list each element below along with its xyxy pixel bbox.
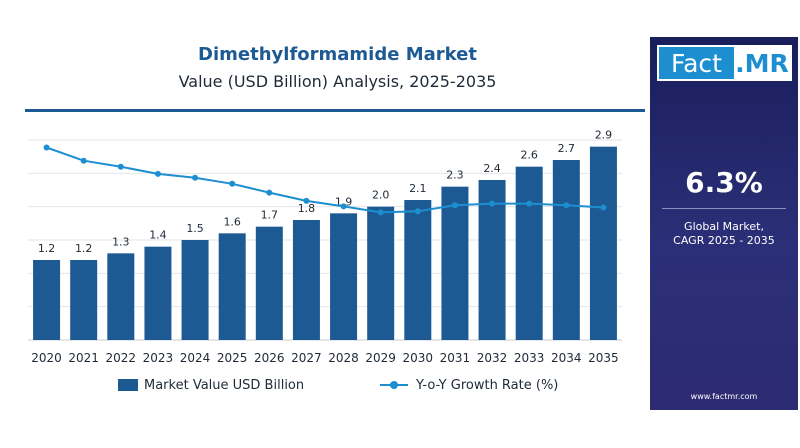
legend-label-market-value: Market Value USD Billion — [144, 377, 305, 393]
bar-value-label: 2.3 — [446, 169, 464, 182]
growth-rate-point — [340, 203, 347, 210]
growth-rate-point — [154, 170, 161, 177]
bar — [292, 220, 320, 340]
x-tick-label: 2029 — [365, 351, 396, 365]
x-tick-label: 2032 — [477, 351, 508, 365]
legend-label-growth-rate: Y-o-Y Growth Rate (%) — [416, 377, 559, 393]
bar — [107, 253, 135, 340]
bar-line-chart: 1.2 2020 1.2 2021 1.3 2022 1.4 2023 1.5 2024 1.6 20… — [28, 129, 622, 365]
cagr-label-line1: Global Market, — [684, 220, 764, 233]
legend-line-swatch — [380, 379, 408, 391]
logo-text-mr: .MR — [734, 47, 790, 79]
bar — [515, 166, 543, 340]
bar-value-label: 1.2 — [75, 242, 93, 255]
bar-value-label: 1.3 — [112, 235, 130, 248]
legend-item-growth-rate: Y-o-Y Growth Rate (%) — [380, 377, 558, 393]
bar-value-label: 1.8 — [298, 202, 316, 215]
x-tick-label: 2031 — [440, 351, 471, 365]
bar-value-label: 2.6 — [520, 149, 538, 162]
x-tick-label: 2024 — [180, 351, 211, 365]
bar-value-label: 1.2 — [38, 242, 56, 255]
bar — [441, 186, 469, 340]
x-tick-label: 2030 — [403, 351, 434, 365]
factmr-logo: Fact .MR — [657, 45, 792, 81]
bar — [552, 160, 580, 340]
bar — [218, 233, 246, 340]
bar — [70, 260, 98, 340]
bar — [181, 240, 209, 340]
website-link[interactable]: www.factmr.com — [690, 392, 758, 401]
x-tick-label: 2027 — [291, 351, 322, 365]
x-tick-label: 2035 — [588, 351, 619, 365]
chart-title: Dimethylformamide Market — [198, 44, 477, 65]
bar — [404, 200, 432, 340]
bar-value-label: 1.4 — [149, 229, 167, 242]
x-tick-label: 2020 — [31, 351, 62, 365]
bar — [255, 226, 283, 340]
bar — [33, 260, 61, 340]
cagr-label: Global Market, CAGR 2025 - 2035 — [650, 220, 798, 248]
x-tick-label: 2021 — [68, 351, 99, 365]
x-tick-label: 2034 — [551, 351, 582, 365]
growth-rate-point — [600, 204, 607, 211]
side-panel — [650, 37, 798, 410]
logo-text-fact: Fact — [659, 47, 734, 79]
x-tick-label: 2022 — [106, 351, 137, 365]
chart-subtitle: Value (USD Billion) Analysis, 2025-2035 — [178, 72, 497, 91]
bar-value-label: 2.4 — [483, 162, 501, 175]
bar-value-label: 2.0 — [372, 189, 390, 202]
growth-rate-point — [451, 202, 458, 209]
bar — [367, 206, 395, 340]
x-tick-label: 2023 — [143, 351, 174, 365]
x-tick-label: 2028 — [328, 351, 359, 365]
bar-value-label: 2.7 — [558, 142, 576, 155]
growth-rate-point — [414, 208, 421, 215]
bar-value-label: 1.6 — [223, 215, 241, 228]
growth-rate-line — [46, 146, 604, 214]
growth-rate-point — [526, 200, 533, 207]
growth-rate-point — [303, 197, 310, 204]
growth-rate-point — [563, 202, 570, 209]
legend-item-market-value: Market Value USD Billion — [118, 377, 304, 393]
growth-rate-point — [377, 209, 384, 216]
growth-rate-point — [117, 163, 124, 170]
growth-rate-point — [489, 200, 496, 207]
bar-value-label: 1.5 — [186, 222, 204, 235]
bar — [478, 180, 506, 340]
x-tick-label: 2033 — [514, 351, 545, 365]
cagr-value: 6.3% — [685, 166, 763, 199]
growth-rate-point — [229, 180, 236, 187]
title-divider — [25, 109, 645, 112]
x-tick-label: 2026 — [254, 351, 285, 365]
bar — [144, 246, 172, 340]
legend-bar-swatch — [118, 379, 138, 391]
growth-rate-point — [266, 189, 273, 196]
bar-value-label: 2.9 — [595, 129, 613, 142]
growth-rate-point — [192, 174, 199, 181]
bar — [589, 146, 617, 340]
bar-value-label: 1.7 — [261, 209, 279, 222]
growth-rate-point — [80, 157, 87, 164]
bar — [330, 213, 358, 340]
cagr-label-line2: CAGR 2025 - 2035 — [673, 234, 775, 247]
x-tick-label: 2025 — [217, 351, 248, 365]
growth-rate-point — [43, 144, 50, 151]
bar-value-label: 2.1 — [409, 182, 427, 195]
cagr-divider — [662, 208, 786, 209]
